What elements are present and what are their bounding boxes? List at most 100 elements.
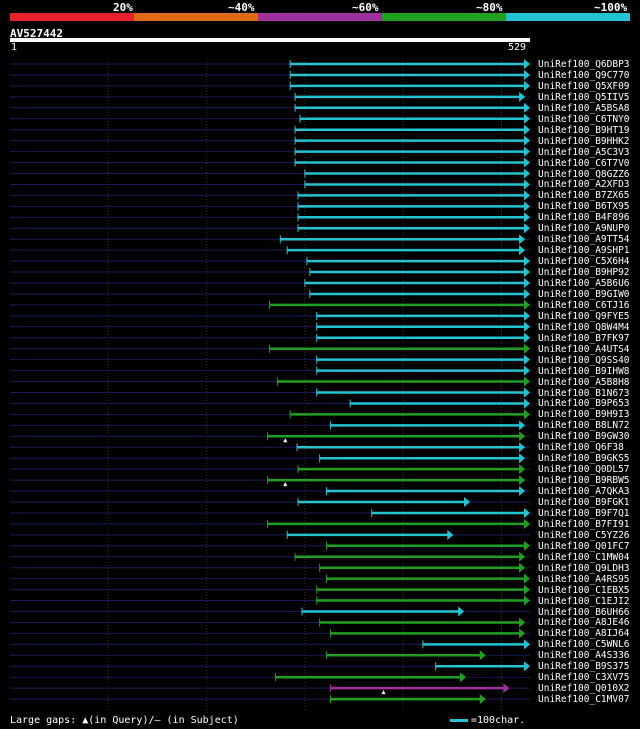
hit-arrow xyxy=(524,354,530,365)
query-bar xyxy=(10,38,530,42)
large-gaps-note: Large gaps: ▲(in Query)/— (in Subject) xyxy=(10,715,239,726)
legend-swatch-20 xyxy=(10,13,134,21)
hit-arrow xyxy=(479,694,486,705)
hit-arrow xyxy=(524,595,530,606)
hit-label[interactable]: UniRef100_B6TX95 xyxy=(538,201,630,213)
hit-label[interactable]: UniRef100_B8LN72 xyxy=(538,420,630,432)
hit-arrow xyxy=(464,497,471,507)
legend-label-60: ~60% xyxy=(352,1,379,14)
hit-label[interactable]: UniRef100_B7FI91 xyxy=(538,518,630,530)
hit-arrow xyxy=(524,80,530,91)
hit-label[interactable]: UniRef100_Q010X2 xyxy=(538,683,630,695)
hit-arrow xyxy=(524,157,530,168)
hit-label[interactable]: UniRef100_C1MV07 xyxy=(538,694,630,706)
hit-label[interactable]: UniRef100_B9FGK1 xyxy=(538,497,630,508)
hit-label[interactable]: UniRef100_B9S375 xyxy=(538,661,630,673)
hit-label[interactable]: UniRef100_Q9C770 xyxy=(538,69,630,81)
hit-arrow xyxy=(519,245,526,256)
hit-label[interactable]: UniRef100_Q5IIV5 xyxy=(538,91,630,103)
hit-label[interactable]: UniRef100_Q6DBP3 xyxy=(538,59,630,70)
hit-label[interactable]: UniRef100_A5BSA8 xyxy=(538,102,630,114)
hit-label[interactable]: UniRef100_B9GIW0 xyxy=(538,288,630,300)
hit-label[interactable]: UniRef100_C6TJ16 xyxy=(538,299,630,311)
query-start-label: 1 xyxy=(11,42,18,53)
hit-arrow xyxy=(519,551,526,562)
hit-label[interactable]: UniRef100_A9NUP0 xyxy=(538,223,630,235)
hit-label[interactable]: UniRef100_Q8W4M4 xyxy=(538,321,630,333)
hit-arrow xyxy=(519,562,526,573)
hit-arrow xyxy=(524,102,530,113)
hit-label[interactable]: UniRef100_Q9LDH3 xyxy=(538,562,630,574)
hit-label[interactable]: UniRef100_B9GW30 xyxy=(538,431,630,443)
hit-label[interactable]: UniRef100_A8JE46 xyxy=(538,617,630,629)
hit-label[interactable]: UniRef100_C5YZ26 xyxy=(538,529,630,541)
hit-arrow xyxy=(524,124,530,135)
hit-label[interactable]: UniRef100_B9GKS5 xyxy=(538,453,630,465)
hit-arrow xyxy=(524,409,530,420)
hit-label[interactable]: UniRef100_B9P653 xyxy=(538,398,630,410)
scale-key: =100char. xyxy=(450,715,525,726)
hit-arrow xyxy=(519,617,526,628)
hit-label[interactable]: UniRef100_Q5XF09 xyxy=(538,80,630,92)
hit-label[interactable]: UniRef100_C5WNL6 xyxy=(538,639,630,651)
hit-arrow xyxy=(519,234,526,245)
hit-label[interactable]: UniRef100_B9IHW8 xyxy=(538,365,630,377)
hit-label[interactable]: UniRef100_C1EBX5 xyxy=(538,584,630,596)
hit-label[interactable]: UniRef100_A5C3V3 xyxy=(538,146,630,158)
hit-label[interactable]: UniRef100_Q01FC7 xyxy=(538,540,630,552)
hit-label[interactable]: UniRef100_Q8GZZ6 xyxy=(538,168,630,180)
hit-label[interactable]: UniRef100_A5B8H8 xyxy=(538,376,630,388)
legend-label-40: ~40% xyxy=(228,1,255,14)
hit-label[interactable]: UniRef100_C1MW04 xyxy=(538,551,630,563)
hit-label[interactable]: UniRef100_C3XV75 xyxy=(538,672,630,684)
hit-label[interactable]: UniRef100_B9HHK2 xyxy=(538,135,630,147)
hit-arrow xyxy=(519,91,526,102)
hit-arrow xyxy=(524,343,530,354)
query-gap-marker xyxy=(283,438,288,443)
hit-label[interactable]: UniRef100_A4S336 xyxy=(538,650,630,662)
hit-arrow xyxy=(503,683,510,694)
hit-label[interactable]: UniRef100_B9H9I3 xyxy=(538,409,630,421)
hit-label[interactable]: UniRef100_Q9FYE5 xyxy=(538,310,630,322)
hit-arrow xyxy=(524,332,530,343)
hit-label[interactable]: UniRef100_A4UTS4 xyxy=(538,343,630,355)
hit-label[interactable]: UniRef100_A8IJ64 xyxy=(538,628,630,640)
hit-label[interactable]: UniRef100_C1EJI2 xyxy=(538,595,630,607)
hit-arrow xyxy=(524,661,530,672)
hit-arrow xyxy=(524,310,530,321)
hit-label[interactable]: UniRef100_Q0DL57 xyxy=(538,464,630,476)
hit-label[interactable]: UniRef100_A9SHP1 xyxy=(538,245,630,257)
hit-arrow xyxy=(524,267,530,278)
hit-label[interactable]: UniRef100_B9F7Q1 xyxy=(538,507,630,519)
hit-arrow xyxy=(524,321,530,332)
hit-label[interactable]: UniRef100_A2XFD3 xyxy=(538,179,630,191)
hit-arrow xyxy=(524,256,530,267)
hit-label[interactable]: UniRef100_Q6F38 xyxy=(538,442,624,454)
hit-label[interactable]: UniRef100_B9HT19 xyxy=(538,124,630,136)
hit-label[interactable]: UniRef100_A4RS95 xyxy=(538,573,630,585)
hit-label[interactable]: UniRef100_C6TNY0 xyxy=(538,113,630,125)
hit-label[interactable]: UniRef100_Q9SS40 xyxy=(538,354,630,366)
query-gap-marker xyxy=(283,482,288,487)
hit-arrow xyxy=(524,365,530,376)
hit-arrow xyxy=(524,584,530,595)
query-name: AV527442 xyxy=(10,27,63,40)
hit-label[interactable]: UniRef100_B9HP92 xyxy=(538,267,630,279)
hit-label[interactable]: UniRef100_B7ZX65 xyxy=(538,190,630,202)
hit-label[interactable]: UniRef100_A9TT54 xyxy=(538,234,630,246)
hit-label[interactable]: UniRef100_A5B6U6 xyxy=(538,278,630,289)
hit-label[interactable]: UniRef100_A7QKA3 xyxy=(538,486,630,498)
hit-arrow xyxy=(519,420,526,431)
hit-arrow xyxy=(524,299,530,310)
hit-label[interactable]: UniRef100_B1N673 xyxy=(538,387,630,399)
hit-arrow xyxy=(524,223,530,234)
hit-label[interactable]: UniRef100_C6T7V0 xyxy=(538,157,630,169)
hit-label[interactable]: UniRef100_C5X6H4 xyxy=(538,256,630,268)
hit-label[interactable]: UniRef100_B7FK97 xyxy=(538,332,630,344)
legend-swatch-80 xyxy=(382,13,506,21)
hit-arrow xyxy=(524,573,530,584)
hit-label[interactable]: UniRef100_B6UH66 xyxy=(538,606,630,618)
hit-label[interactable]: UniRef100_B4F896 xyxy=(538,212,630,224)
hit-label[interactable]: UniRef100_B9RBW5 xyxy=(538,475,630,487)
